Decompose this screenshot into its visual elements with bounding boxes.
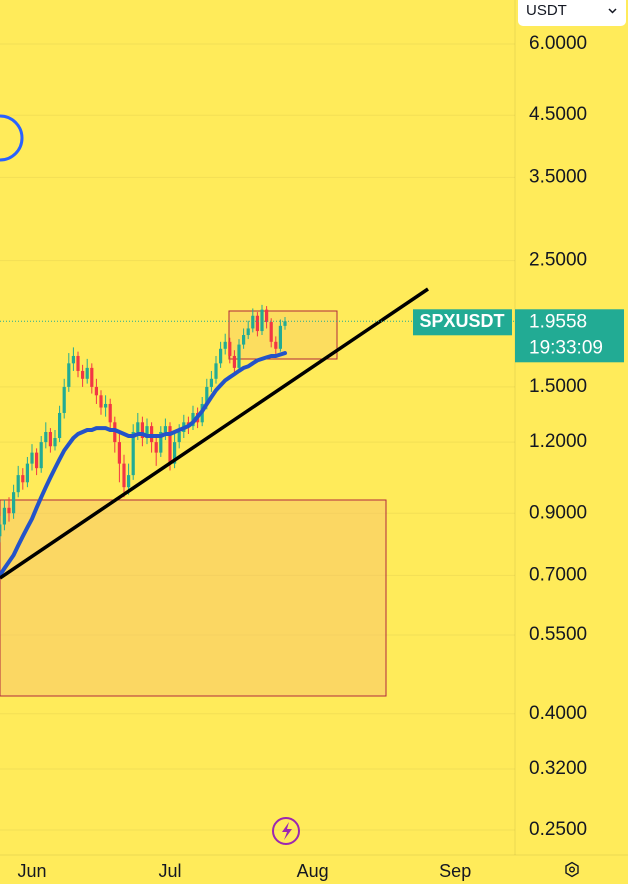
- x-tick-label: Jun: [17, 861, 46, 881]
- candle-body: [39, 442, 43, 469]
- y-tick-label: 3.5000: [529, 166, 587, 187]
- candle-body: [85, 367, 89, 379]
- price-label: SPXUSDT 1.9558 19:33:09: [0, 309, 624, 363]
- candle-body: [94, 386, 98, 396]
- symbol-box: [413, 309, 512, 336]
- candle-body: [2, 507, 6, 525]
- candle-body: [265, 309, 269, 323]
- settings-hex[interactable]: [565, 861, 579, 878]
- logo-icon[interactable]: [272, 817, 300, 845]
- candle-body: [177, 432, 181, 443]
- candle-body: [53, 438, 57, 447]
- candle-body: [58, 412, 62, 439]
- time-axis: Jun Jul Aug Sep: [17, 861, 471, 881]
- candle-body: [232, 355, 236, 368]
- candle-body: [269, 322, 273, 342]
- candle-body: [71, 355, 75, 364]
- zone-box: [0, 499, 387, 697]
- candle-body: [90, 367, 94, 387]
- candle-body: [99, 395, 103, 408]
- drawing-circle: [0, 114, 24, 162]
- candle-body: [136, 422, 140, 433]
- candle-body: [278, 325, 282, 349]
- candle-body: [246, 328, 250, 336]
- candle-body: [168, 426, 172, 464]
- candle-body: [122, 463, 126, 488]
- candle-body: [67, 363, 71, 387]
- symbol-label: SPXUSDT: [419, 311, 504, 331]
- candle-body: [145, 426, 149, 439]
- y-tick-label: 0.2500: [529, 819, 587, 840]
- candle-body: [214, 363, 218, 379]
- candle-body: [12, 492, 16, 514]
- candle-body: [62, 386, 66, 413]
- candle-body: [237, 344, 241, 368]
- candle-body: [260, 309, 264, 332]
- candle-body: [30, 452, 34, 464]
- candle-body: [163, 426, 167, 433]
- dropdown-box[interactable]: [518, 0, 626, 26]
- candle-body: [21, 475, 25, 483]
- candle-body: [76, 355, 80, 371]
- candle-body: [173, 442, 177, 464]
- price-box: [515, 309, 624, 363]
- candle-body: [154, 442, 158, 453]
- logo-bolt[interactable]: [282, 822, 292, 840]
- currency-selector[interactable]: USDT: [518, 0, 626, 26]
- candle-body: [108, 403, 112, 423]
- y-tick-label: 0.7000: [529, 564, 587, 585]
- candle-body: [25, 463, 29, 483]
- candle-body: [81, 370, 85, 379]
- candle-body: [283, 321, 287, 326]
- y-tick-label: 2.5000: [529, 250, 587, 271]
- y-tick-label: 0.9000: [529, 502, 587, 523]
- candle-body: [131, 432, 135, 476]
- candle-body: [242, 335, 246, 345]
- candle-body: [7, 507, 11, 514]
- candle-body: [274, 341, 278, 349]
- candle-body: [209, 378, 213, 387]
- x-tick-label: Sep: [439, 861, 471, 881]
- x-tick-label: Aug: [297, 861, 329, 881]
- price-axis: 0.2500 0.3200 0.4000 0.5500 0.7000 0.9000 1.20…: [529, 33, 587, 840]
- chevron[interactable]: [608, 8, 617, 14]
- candle-body: [255, 315, 259, 332]
- settings-button[interactable]: [565, 861, 579, 878]
- candle-body: [159, 432, 163, 453]
- candle-body: [35, 452, 39, 469]
- settings-dot[interactable]: [569, 866, 576, 873]
- currency-label[interactable]: USDT: [526, 2, 567, 19]
- candle-body: [16, 475, 20, 493]
- candle-body: [0, 524, 2, 537]
- y-tick-label: 0.5500: [529, 624, 587, 645]
- y-tick-label: 1.5000: [529, 376, 587, 397]
- candle-body: [228, 341, 232, 356]
- candle-body: [48, 432, 52, 447]
- candle-body: [223, 341, 227, 349]
- candle-body: [219, 348, 223, 364]
- trend-line: [0, 287, 429, 580]
- grid: [0, 43, 515, 831]
- candle-body: [104, 403, 108, 408]
- candle-body: [140, 422, 144, 439]
- y-tick-label: 1.2000: [529, 431, 587, 452]
- y-tick-label: 0.4000: [529, 703, 587, 724]
- candle-body: [251, 315, 255, 329]
- moving-average: [0, 351, 287, 578]
- y-tick-label: 0.3200: [529, 758, 587, 779]
- candle-body: [117, 442, 121, 464]
- y-tick-label: 4.5000: [529, 104, 587, 125]
- y-tick-label: 6.0000: [529, 33, 587, 54]
- candle-body: [205, 386, 209, 404]
- logo-circle[interactable]: [272, 817, 300, 845]
- candle-body: [127, 475, 131, 488]
- countdown-label: 19:33:09: [529, 337, 603, 358]
- candle-body: [113, 422, 117, 443]
- last-price-label: 1.9558: [529, 311, 587, 332]
- candles: [0, 304, 287, 578]
- x-tick-label: Jul: [158, 861, 181, 881]
- candle-body: [44, 432, 48, 443]
